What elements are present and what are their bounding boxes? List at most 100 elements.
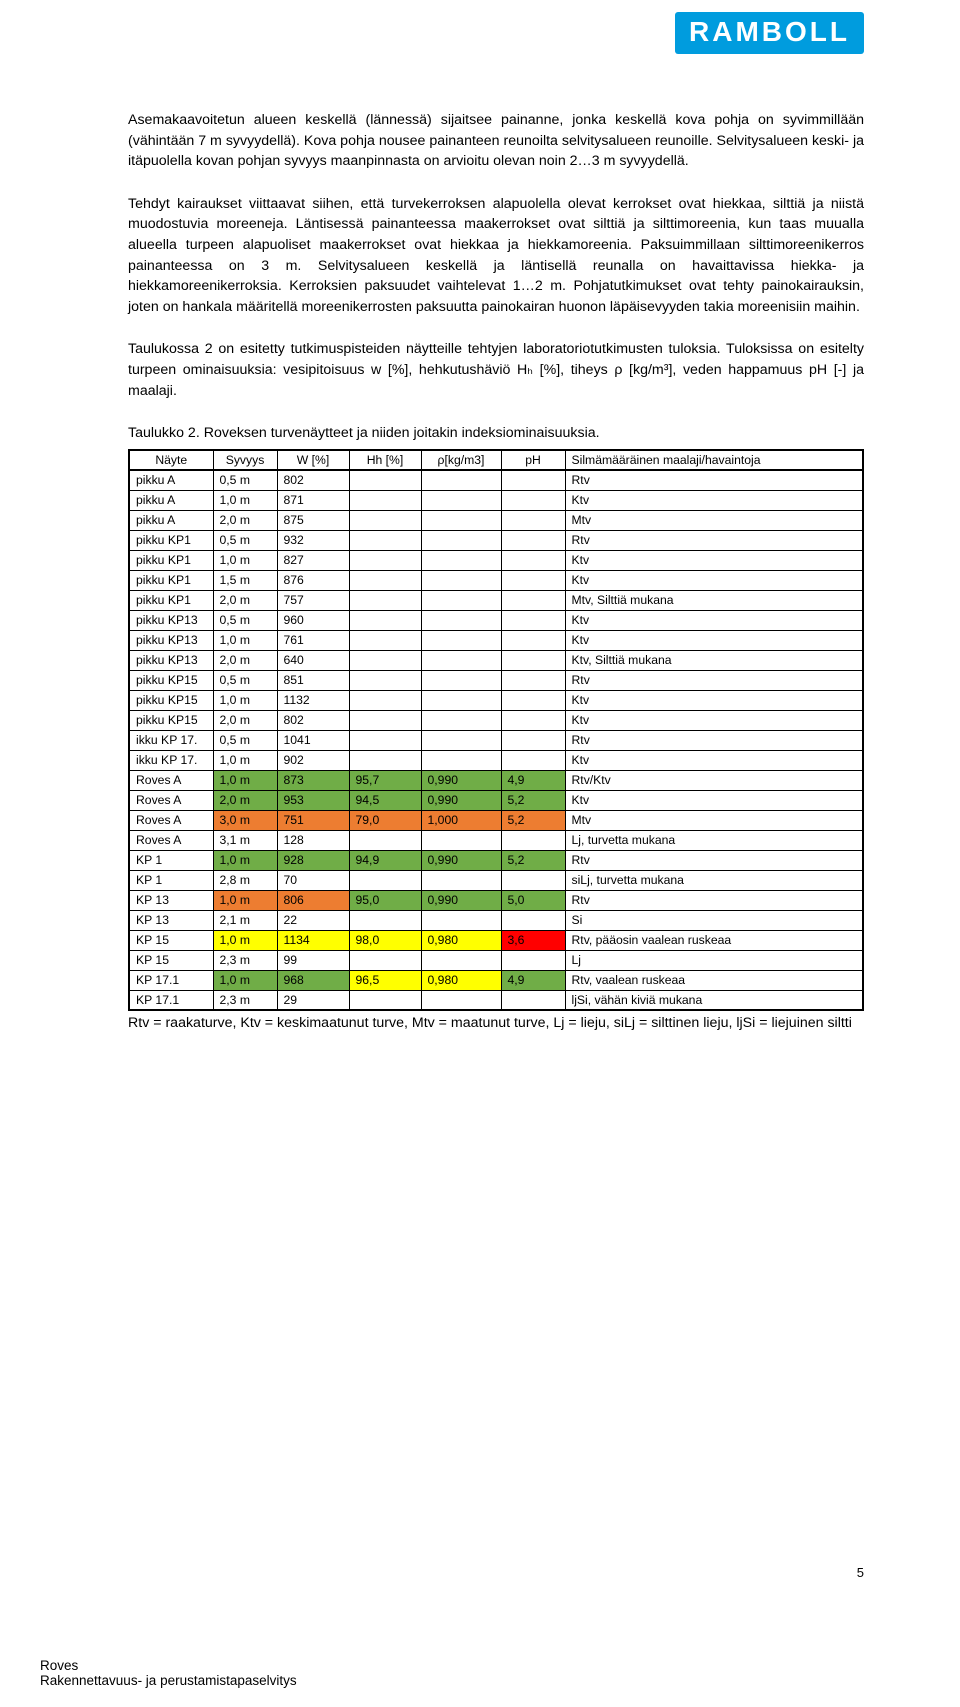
table-cell: 2,0 m (213, 590, 277, 610)
table-cell: 1132 (277, 690, 349, 710)
logo-text: RAMBOLL (675, 12, 864, 54)
table-row: ikku KP 17.1,0 m902Ktv (129, 750, 863, 770)
table-cell: 873 (277, 770, 349, 790)
table-header-cell: Silmämääräinen maalaji/havaintoja (565, 450, 863, 470)
table-header-cell: W [%] (277, 450, 349, 470)
table-header-row: NäyteSyvyysW [%]Hh [%]ρ[kg/m3]pHSilmämää… (129, 450, 863, 470)
table-cell: ljSi, vähän kiviä mukana (565, 990, 863, 1010)
table-cell: KP 17.1 (129, 990, 213, 1010)
table-cell: 5,0 (501, 890, 565, 910)
table-row: pikku KP152,0 m802Ktv (129, 710, 863, 730)
table-row: pikku KP10,5 m932Rtv (129, 530, 863, 550)
table-cell (349, 650, 421, 670)
table-cell (349, 550, 421, 570)
table-cell (349, 670, 421, 690)
table-cell: Lj, turvetta mukana (565, 830, 863, 850)
table-cell (421, 710, 501, 730)
table-cell: 0,990 (421, 890, 501, 910)
table-cell (349, 510, 421, 530)
table-cell: 640 (277, 650, 349, 670)
table-row: pikku KP151,0 m1132Ktv (129, 690, 863, 710)
table-row: KP 152,3 m99Lj (129, 950, 863, 970)
table-cell: KP 13 (129, 890, 213, 910)
table-cell (501, 870, 565, 890)
table-cell: Roves A (129, 770, 213, 790)
footer-line-2: Rakennettavuus- ja perustamistapaselvity… (40, 1673, 960, 1688)
table-cell: 1,0 m (213, 690, 277, 710)
table-cell: 902 (277, 750, 349, 770)
table-cell (501, 730, 565, 750)
table-row: Roves A2,0 m95394,50,9905,2Ktv (129, 790, 863, 810)
table-row: pikku KP130,5 m960Ktv (129, 610, 863, 630)
table-cell: pikku KP15 (129, 690, 213, 710)
table-cell: 953 (277, 790, 349, 810)
table-cell (501, 670, 565, 690)
table-cell: 1,5 m (213, 570, 277, 590)
table-cell (349, 830, 421, 850)
table-cell (421, 750, 501, 770)
table-row: KP 17.12,3 m29ljSi, vähän kiviä mukana (129, 990, 863, 1010)
table-cell (501, 950, 565, 970)
table-cell: pikku KP15 (129, 670, 213, 690)
table-cell: pikku KP1 (129, 590, 213, 610)
table-cell (501, 490, 565, 510)
table-cell: Ktv, Silttiä mukana (565, 650, 863, 670)
table-cell: Rtv, pääosin vaalean ruskeaa (565, 930, 863, 950)
table-cell: pikku KP1 (129, 550, 213, 570)
table-cell: 0,980 (421, 970, 501, 990)
table-row: Roves A3,1 m128Lj, turvetta mukana (129, 830, 863, 850)
table-cell: Ktv (565, 750, 863, 770)
table-cell: 5,2 (501, 850, 565, 870)
table-cell: 960 (277, 610, 349, 630)
table-cell (349, 710, 421, 730)
page-number: 5 (857, 1565, 864, 1580)
table-cell: 95,0 (349, 890, 421, 910)
table-cell: KP 1 (129, 850, 213, 870)
table-cell (349, 870, 421, 890)
table-cell: Rtv (565, 670, 863, 690)
table-cell (421, 690, 501, 710)
table-cell: 2,0 m (213, 650, 277, 670)
table-cell (501, 570, 565, 590)
table-row: pikku KP131,0 m761Ktv (129, 630, 863, 650)
logo: RAMBOLL (675, 12, 864, 54)
table-caption: Taulukko 2. Roveksen turvenäytteet ja ni… (128, 425, 864, 441)
table-cell (349, 610, 421, 630)
table-cell (501, 590, 565, 610)
table-cell (501, 510, 565, 530)
table-cell: Rtv (565, 470, 863, 490)
table-cell: pikku A (129, 490, 213, 510)
table-cell: 2,0 m (213, 710, 277, 730)
table-cell: pikku KP13 (129, 650, 213, 670)
table-cell: 851 (277, 670, 349, 690)
table-cell: siLj, turvetta mukana (565, 870, 863, 890)
table-cell (349, 490, 421, 510)
table-cell: pikku KP13 (129, 610, 213, 630)
table-cell: 3,1 m (213, 830, 277, 850)
table-cell: Rtv/Ktv (565, 770, 863, 790)
table-cell (501, 690, 565, 710)
table-row: KP 12,8 m70siLj, turvetta mukana (129, 870, 863, 890)
table-cell: 79,0 (349, 810, 421, 830)
table-header-cell: ρ[kg/m3] (421, 450, 501, 470)
table-cell (501, 650, 565, 670)
table-cell: Roves A (129, 830, 213, 850)
table-cell: 1,0 m (213, 970, 277, 990)
table-cell (421, 590, 501, 610)
table-cell (421, 910, 501, 930)
table-cell: Ktv (565, 710, 863, 730)
table-row: KP 17.11,0 m96896,50,9804,9Rtv, vaalean … (129, 970, 863, 990)
table-cell (501, 630, 565, 650)
table-cell (501, 990, 565, 1010)
table-cell: 4,9 (501, 770, 565, 790)
table-row: Roves A3,0 m75179,01,0005,2Mtv (129, 810, 863, 830)
table-cell: Roves A (129, 810, 213, 830)
table-row: KP 132,1 m22Si (129, 910, 863, 930)
table-cell: Mtv (565, 810, 863, 830)
table-cell (501, 830, 565, 850)
table-cell: 761 (277, 630, 349, 650)
table-cell: 1,0 m (213, 750, 277, 770)
table-cell: 5,2 (501, 790, 565, 810)
table-cell: 2,8 m (213, 870, 277, 890)
table-row: pikku A0,5 m802Rtv (129, 470, 863, 490)
